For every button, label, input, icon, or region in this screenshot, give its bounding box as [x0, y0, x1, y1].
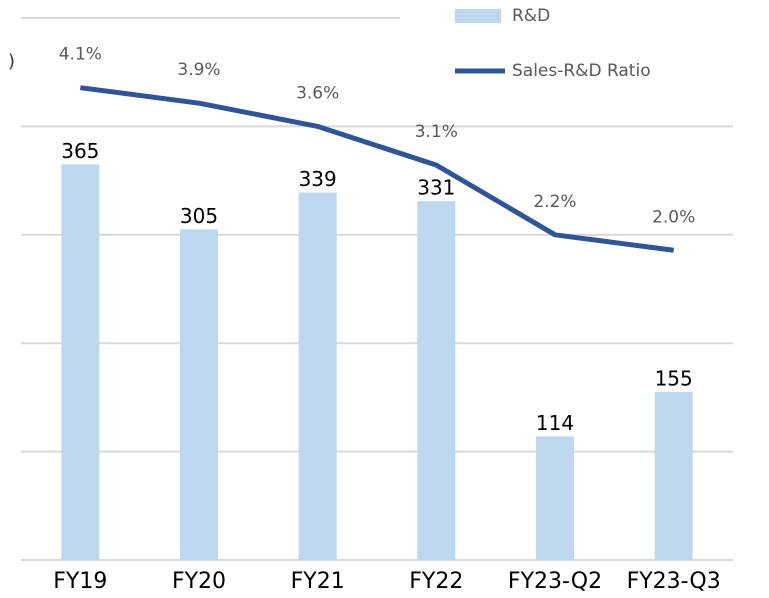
bar-value-label: 365: [61, 139, 99, 163]
legend-label: R&D: [512, 6, 550, 26]
x-tick-label: FY20: [172, 569, 226, 594]
bar: [61, 164, 100, 560]
line-value-label: 2.2%: [533, 192, 576, 212]
x-tick-label: FY23-Q2: [508, 569, 602, 594]
bar: [298, 192, 337, 561]
line-value-label: 4.1%: [59, 45, 102, 65]
x-tick-label: FY22: [409, 569, 463, 594]
bar-value-label: 305: [180, 204, 218, 228]
legend-label: Sales-R&D Ratio: [512, 61, 651, 81]
bar-value-label: 155: [655, 366, 693, 390]
line-value-label: 2.0%: [652, 207, 695, 227]
bar: [536, 436, 574, 560]
bar: [654, 391, 693, 560]
line: [80, 85, 674, 253]
line-value-label: 3.6%: [296, 83, 339, 103]
bar: [417, 201, 456, 561]
bar: [180, 229, 218, 560]
x-tick-label: FY23-Q3: [627, 569, 721, 594]
x-tick-label: FY19: [53, 569, 107, 594]
bar-value-label: 114: [536, 411, 574, 435]
bar-value-label: 339: [299, 167, 337, 191]
line-value-label: 3.1%: [415, 122, 458, 142]
y-axis-label: ): [8, 51, 15, 72]
line-value-label: 3.9%: [177, 60, 220, 80]
legend-swatch: [455, 9, 501, 23]
x-tick-label: FY21: [291, 569, 345, 594]
bar-value-label: 331: [417, 176, 455, 200]
